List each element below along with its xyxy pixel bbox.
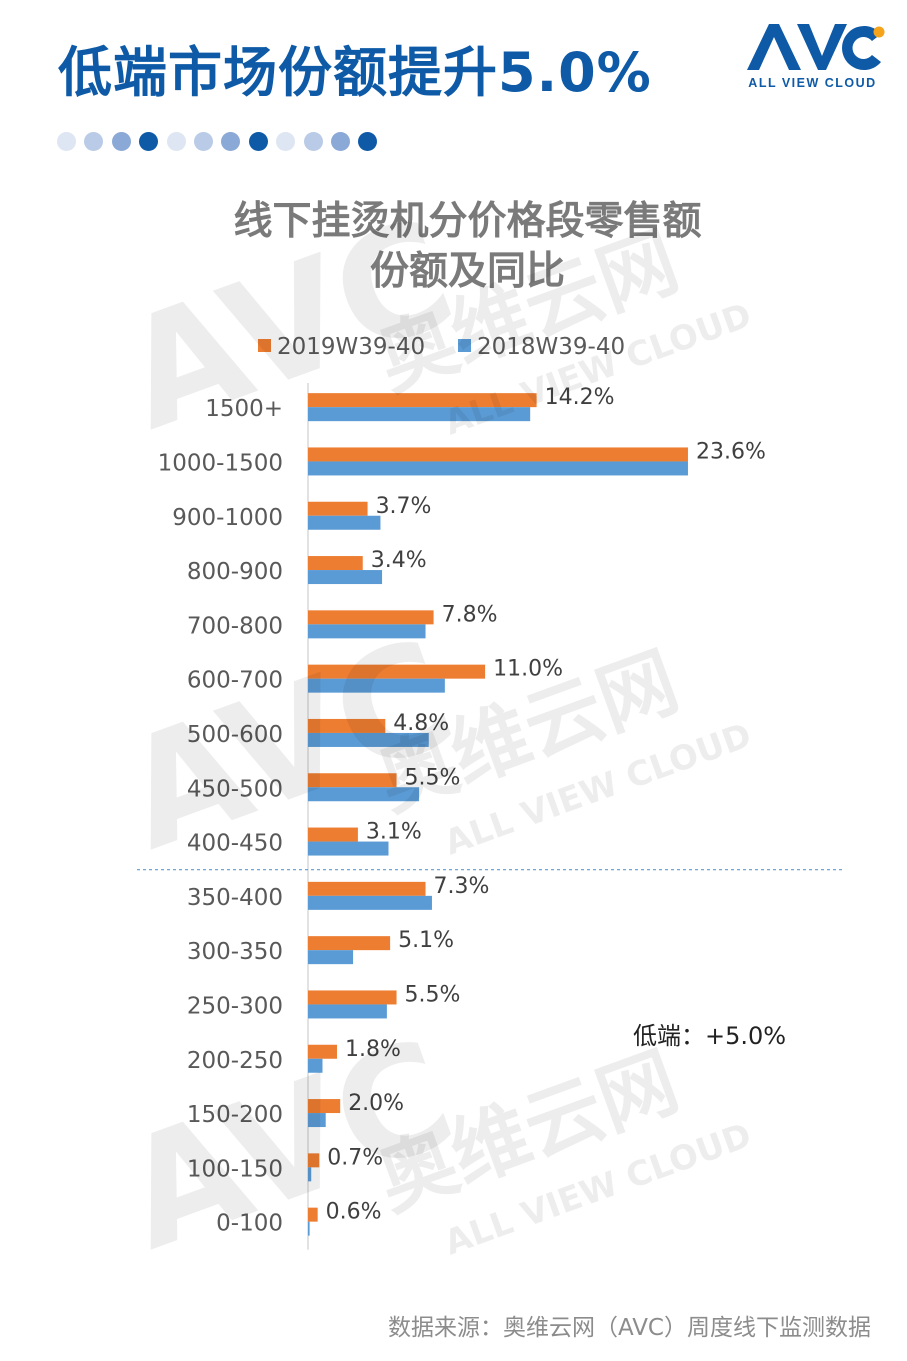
data-label: 0.7% xyxy=(327,1145,383,1170)
avc-logo-mark xyxy=(747,24,885,70)
bar-2018 xyxy=(308,732,429,747)
data-label: 5.5% xyxy=(405,765,461,790)
progress-dot xyxy=(331,132,350,151)
category-label: 900-1000 xyxy=(172,505,283,531)
bar-2018 xyxy=(308,570,383,585)
legend-swatch-2018 xyxy=(458,339,471,352)
progress-dot xyxy=(57,132,76,151)
progress-dot xyxy=(166,132,186,151)
data-label: 5.5% xyxy=(405,982,461,1007)
bar-2018 xyxy=(308,787,420,802)
category-label: 0-100 xyxy=(216,1211,283,1237)
category-label: 200-250 xyxy=(187,1048,283,1074)
data-label: 14.2% xyxy=(545,385,615,410)
legend-label-2018: 2018W39-40 xyxy=(477,334,626,360)
progress-dot xyxy=(358,132,378,151)
bar-2019 xyxy=(308,393,537,408)
bar-2018 xyxy=(308,407,531,422)
bar-2019 xyxy=(308,881,426,896)
data-label: 0.6% xyxy=(326,1200,382,1225)
category-label: 350-400 xyxy=(187,885,283,911)
data-label: 7.8% xyxy=(442,602,498,627)
bar-2018 xyxy=(308,624,426,639)
data-label: 23.6% xyxy=(696,439,766,464)
data-label: 11.0% xyxy=(493,657,563,682)
bar-2018 xyxy=(308,895,432,910)
bar-2018 xyxy=(308,950,354,965)
bar-2019 xyxy=(308,1207,318,1222)
legend-swatch-2019 xyxy=(258,339,271,352)
chart-title-line2: 份额及同比 xyxy=(369,249,565,294)
data-label: 2.0% xyxy=(348,1091,404,1116)
category-label: 450-500 xyxy=(187,776,283,802)
progress-dot xyxy=(84,132,104,151)
bar-2018 xyxy=(308,1167,312,1182)
data-label: 3.7% xyxy=(376,494,432,519)
bar-2019 xyxy=(308,827,358,842)
data-label: 3.1% xyxy=(366,820,422,845)
bar-2019 xyxy=(308,664,486,679)
page-title: 低端市场份额提升5.0% xyxy=(58,41,652,104)
progress-dot xyxy=(248,132,268,151)
bar-2019 xyxy=(308,447,688,462)
bar-2019 xyxy=(308,936,391,951)
legend-label-2019: 2019W39-40 xyxy=(277,334,426,360)
data-source: 数据来源：奥维云网（AVC）周度线下监测数据 xyxy=(387,1315,871,1341)
category-label: 400-450 xyxy=(187,831,283,857)
legend-item-2018: 2018W39-40 xyxy=(458,334,625,360)
bar-2019 xyxy=(308,501,368,516)
progress-dot xyxy=(303,132,323,151)
bar-2018 xyxy=(308,841,389,856)
bar-2018 xyxy=(308,461,688,476)
progress-dot xyxy=(111,132,131,151)
bar-2019 xyxy=(308,556,363,571)
category-label: 100-150 xyxy=(187,1156,283,1182)
bar-2019 xyxy=(308,1044,337,1059)
bar-2018 xyxy=(308,1113,326,1128)
legend-item-2019: 2019W39-40 xyxy=(258,334,425,360)
avc-logo: ALL VIEW CLOUD xyxy=(745,18,890,98)
logo-subtext: ALL VIEW CLOUD xyxy=(748,76,877,90)
category-label: 300-350 xyxy=(187,939,283,965)
progress-dot xyxy=(139,132,159,151)
progress-dot xyxy=(221,132,241,151)
bar-2019 xyxy=(308,773,397,788)
category-label: 800-900 xyxy=(187,559,283,585)
low-end-annotation: 低端：+5.0% xyxy=(633,1022,787,1050)
category-label: 150-200 xyxy=(187,1102,283,1128)
category-label: 700-800 xyxy=(187,613,283,639)
progress-dot xyxy=(194,132,213,151)
bar-2019 xyxy=(308,990,397,1005)
bar-2018 xyxy=(308,1004,387,1019)
bar-2018 xyxy=(308,515,381,530)
category-label: 600-700 xyxy=(187,668,283,694)
bar-2019 xyxy=(308,1099,341,1114)
data-label: 1.8% xyxy=(345,1037,401,1062)
data-label: 4.8% xyxy=(393,711,449,736)
data-label: 3.4% xyxy=(371,548,427,573)
category-label: 1500+ xyxy=(205,396,283,422)
category-label: 250-300 xyxy=(187,993,283,1019)
progress-dot xyxy=(276,132,296,151)
category-label: 500-600 xyxy=(187,722,283,748)
bar-2018 xyxy=(308,678,445,693)
bar-2018 xyxy=(308,1221,310,1236)
data-label: 5.1% xyxy=(398,928,454,953)
bar-2019 xyxy=(308,610,434,625)
category-label: 1000-1500 xyxy=(158,450,283,476)
bar-2019 xyxy=(308,718,386,733)
data-label: 7.3% xyxy=(434,874,490,899)
bar-2019 xyxy=(308,1153,320,1168)
chart-title-line1: 线下挂烫机分价格段零售额 xyxy=(233,199,702,244)
bar-2018 xyxy=(308,1058,323,1073)
